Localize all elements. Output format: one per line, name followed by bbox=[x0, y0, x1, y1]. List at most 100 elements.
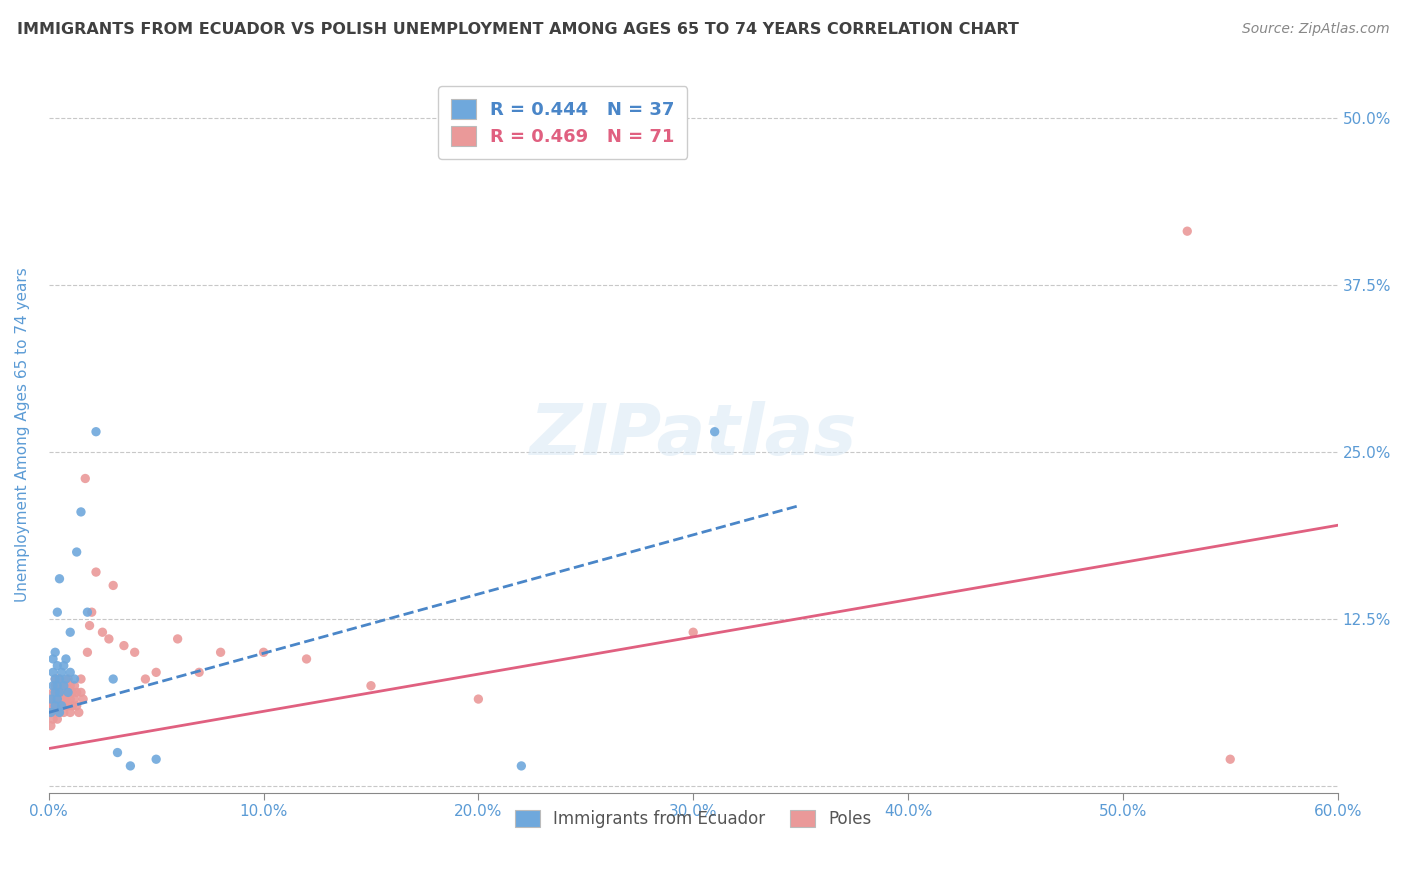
Point bbox=[51, 698, 73, 713]
Point bbox=[682, 625, 704, 640]
Point bbox=[188, 665, 211, 680]
Point bbox=[134, 672, 156, 686]
Point bbox=[42, 692, 65, 706]
Point bbox=[46, 605, 69, 619]
Point bbox=[510, 759, 533, 773]
Point bbox=[55, 679, 77, 693]
Point bbox=[97, 632, 120, 646]
Point bbox=[84, 425, 107, 439]
Point bbox=[44, 692, 66, 706]
Point bbox=[66, 545, 89, 559]
Point bbox=[55, 698, 77, 713]
Point bbox=[84, 565, 107, 579]
Point bbox=[66, 685, 89, 699]
Point bbox=[91, 625, 114, 640]
Point bbox=[44, 698, 66, 713]
Point bbox=[46, 698, 69, 713]
Point bbox=[56, 685, 79, 699]
Point bbox=[703, 425, 725, 439]
Point bbox=[42, 712, 65, 726]
Point bbox=[295, 652, 318, 666]
Point bbox=[46, 679, 69, 693]
Point bbox=[72, 692, 94, 706]
Point bbox=[44, 706, 66, 720]
Legend: Immigrants from Ecuador, Poles: Immigrants from Ecuador, Poles bbox=[508, 803, 879, 834]
Point bbox=[39, 698, 62, 713]
Point bbox=[48, 706, 70, 720]
Point bbox=[70, 685, 93, 699]
Point bbox=[48, 692, 70, 706]
Point bbox=[52, 679, 75, 693]
Point bbox=[51, 685, 73, 699]
Point bbox=[44, 672, 66, 686]
Point bbox=[76, 645, 98, 659]
Point bbox=[166, 632, 188, 646]
Point bbox=[42, 698, 65, 713]
Point bbox=[59, 692, 82, 706]
Point bbox=[39, 706, 62, 720]
Point bbox=[55, 692, 77, 706]
Point bbox=[46, 692, 69, 706]
Point bbox=[48, 685, 70, 699]
Point bbox=[56, 698, 79, 713]
Point bbox=[51, 698, 73, 713]
Point bbox=[59, 665, 82, 680]
Point bbox=[80, 605, 103, 619]
Point bbox=[42, 685, 65, 699]
Point bbox=[42, 652, 65, 666]
Point bbox=[60, 685, 83, 699]
Point bbox=[42, 679, 65, 693]
Point bbox=[63, 679, 86, 693]
Y-axis label: Unemployment Among Ages 65 to 74 years: Unemployment Among Ages 65 to 74 years bbox=[15, 268, 30, 602]
Point bbox=[52, 706, 75, 720]
Point bbox=[44, 685, 66, 699]
Point bbox=[63, 692, 86, 706]
Point bbox=[46, 685, 69, 699]
Point bbox=[63, 672, 86, 686]
Point bbox=[145, 752, 167, 766]
Point bbox=[124, 645, 146, 659]
Point bbox=[103, 672, 125, 686]
Point bbox=[44, 679, 66, 693]
Point bbox=[39, 692, 62, 706]
Point bbox=[46, 679, 69, 693]
Point bbox=[467, 692, 489, 706]
Point bbox=[75, 471, 97, 485]
Point bbox=[59, 679, 82, 693]
Point bbox=[44, 645, 66, 659]
Point bbox=[48, 706, 70, 720]
Point bbox=[70, 672, 93, 686]
Point bbox=[48, 685, 70, 699]
Point bbox=[48, 679, 70, 693]
Point bbox=[112, 639, 135, 653]
Point bbox=[44, 672, 66, 686]
Point bbox=[252, 645, 274, 659]
Point bbox=[55, 672, 77, 686]
Point bbox=[51, 665, 73, 680]
Point bbox=[46, 712, 69, 726]
Point bbox=[66, 698, 89, 713]
Point bbox=[52, 685, 75, 699]
Point bbox=[39, 706, 62, 720]
Point bbox=[46, 672, 69, 686]
Point bbox=[76, 605, 98, 619]
Point bbox=[52, 679, 75, 693]
Point bbox=[59, 625, 82, 640]
Point bbox=[1175, 224, 1198, 238]
Point bbox=[56, 672, 79, 686]
Point bbox=[39, 719, 62, 733]
Point bbox=[55, 652, 77, 666]
Point bbox=[48, 672, 70, 686]
Text: ZIPatlas: ZIPatlas bbox=[530, 401, 856, 469]
Point bbox=[59, 706, 82, 720]
Point bbox=[67, 706, 90, 720]
Point bbox=[46, 658, 69, 673]
Point bbox=[145, 665, 167, 680]
Point bbox=[1219, 752, 1241, 766]
Point bbox=[51, 692, 73, 706]
Point bbox=[120, 759, 142, 773]
Point bbox=[103, 578, 125, 592]
Point bbox=[52, 658, 75, 673]
Point bbox=[44, 698, 66, 713]
Point bbox=[42, 665, 65, 680]
